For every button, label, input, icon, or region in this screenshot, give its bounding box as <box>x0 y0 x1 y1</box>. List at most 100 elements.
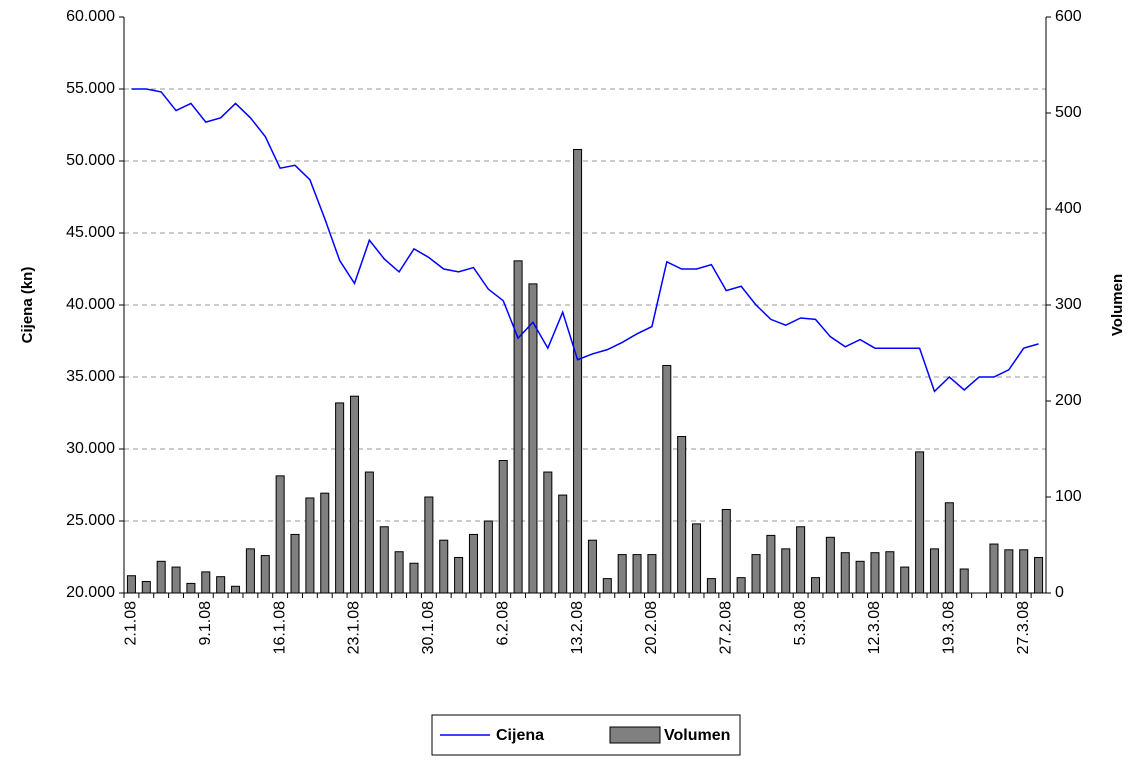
y-tick-label: 30.000 <box>66 440 115 457</box>
x-tick-label: 27.2.08 <box>717 601 734 654</box>
bar <box>126 575 136 594</box>
bar <box>870 552 880 594</box>
y2-tick-label: 100 <box>1055 488 1082 505</box>
y2-tick-label: 0 <box>1055 584 1064 601</box>
legend: Cijena Volumen <box>431 714 741 756</box>
bar <box>855 560 865 594</box>
y2-tick-label: 500 <box>1055 104 1082 121</box>
bar <box>439 539 449 594</box>
bar <box>944 502 954 594</box>
y-tick-label: 35.000 <box>66 368 115 385</box>
bar <box>721 508 731 594</box>
bar <box>647 554 657 594</box>
x-tick-label: 30.1.08 <box>420 601 437 654</box>
bar <box>394 551 404 594</box>
bar <box>290 533 300 594</box>
y2-tick-label: 300 <box>1055 296 1082 313</box>
bar <box>1034 556 1044 594</box>
bar <box>245 548 255 594</box>
bar <box>558 494 568 594</box>
legend-label: Volumen <box>664 727 730 744</box>
bar <box>1004 549 1014 594</box>
y2-tick-label: 400 <box>1055 200 1082 217</box>
bar <box>424 496 434 594</box>
y2-tick-label: 600 <box>1055 8 1082 25</box>
bar <box>335 402 345 594</box>
bar <box>320 492 330 594</box>
y-tick-label: 50.000 <box>66 152 115 169</box>
bar <box>602 578 612 594</box>
bar <box>260 555 270 594</box>
bar <box>483 520 493 594</box>
x-tick-label: 9.1.08 <box>197 601 214 646</box>
bar <box>1019 549 1029 594</box>
bar <box>468 533 478 594</box>
y-tick-label: 40.000 <box>66 296 115 313</box>
bar <box>349 395 360 594</box>
x-tick-label: 12.3.08 <box>866 601 883 654</box>
bar <box>379 526 389 594</box>
x-tick-label: 5.3.08 <box>792 601 809 646</box>
bar <box>617 554 627 594</box>
y-axis-title: Cijena (kn) <box>19 267 36 344</box>
y2-tick-label: 200 <box>1055 392 1082 409</box>
bar <box>781 548 791 594</box>
x-tick-label: 23.1.08 <box>346 601 363 654</box>
y-tick-label: 45.000 <box>66 224 115 241</box>
bar <box>900 566 910 594</box>
bar <box>216 576 226 594</box>
bar <box>201 571 211 594</box>
x-tick-label: 2.1.08 <box>123 601 140 646</box>
bar <box>186 582 196 594</box>
x-tick-label: 13.2.08 <box>569 601 586 654</box>
bar <box>543 471 553 594</box>
bar <box>766 534 776 594</box>
bar <box>498 460 508 594</box>
price-line <box>131 88 1039 393</box>
bar <box>662 364 672 594</box>
bar <box>454 556 464 594</box>
y-tick-label: 55.000 <box>66 80 115 97</box>
legend-box <box>431 714 741 756</box>
y-tick-label: 60.000 <box>66 8 115 25</box>
bar <box>156 560 166 594</box>
bar <box>573 148 583 594</box>
bar <box>528 283 538 594</box>
bar <box>736 577 746 594</box>
bar <box>751 554 761 594</box>
bar <box>231 585 241 594</box>
bar <box>171 566 181 594</box>
x-tick-label: 6.2.08 <box>494 601 511 646</box>
bar <box>305 497 315 594</box>
bar <box>141 580 151 594</box>
bar <box>513 260 523 594</box>
bar <box>587 539 597 594</box>
bar <box>885 551 895 594</box>
bar <box>632 554 642 594</box>
x-tick-label: 19.3.08 <box>941 601 958 654</box>
bar <box>915 451 925 594</box>
bar <box>959 568 969 594</box>
bar <box>275 475 285 594</box>
x-tick-label: 27.3.08 <box>1015 601 1032 654</box>
bar <box>825 536 835 594</box>
bar <box>706 578 716 594</box>
y-tick-label: 25.000 <box>66 512 115 529</box>
bar <box>409 562 419 594</box>
bar <box>692 523 702 594</box>
bar <box>677 436 687 594</box>
bar <box>929 548 939 594</box>
legend-label: Cijena <box>496 727 544 744</box>
legend-swatch <box>609 726 661 744</box>
bar <box>796 526 806 594</box>
y-tick-label: 20.000 <box>66 584 115 601</box>
bar <box>364 471 374 594</box>
bar <box>840 552 850 594</box>
y2-axis-title: Volumen <box>1109 274 1126 336</box>
x-tick-label: 16.1.08 <box>271 601 288 654</box>
bar <box>810 577 821 594</box>
x-tick-label: 20.2.08 <box>643 601 660 654</box>
bar <box>989 543 999 594</box>
